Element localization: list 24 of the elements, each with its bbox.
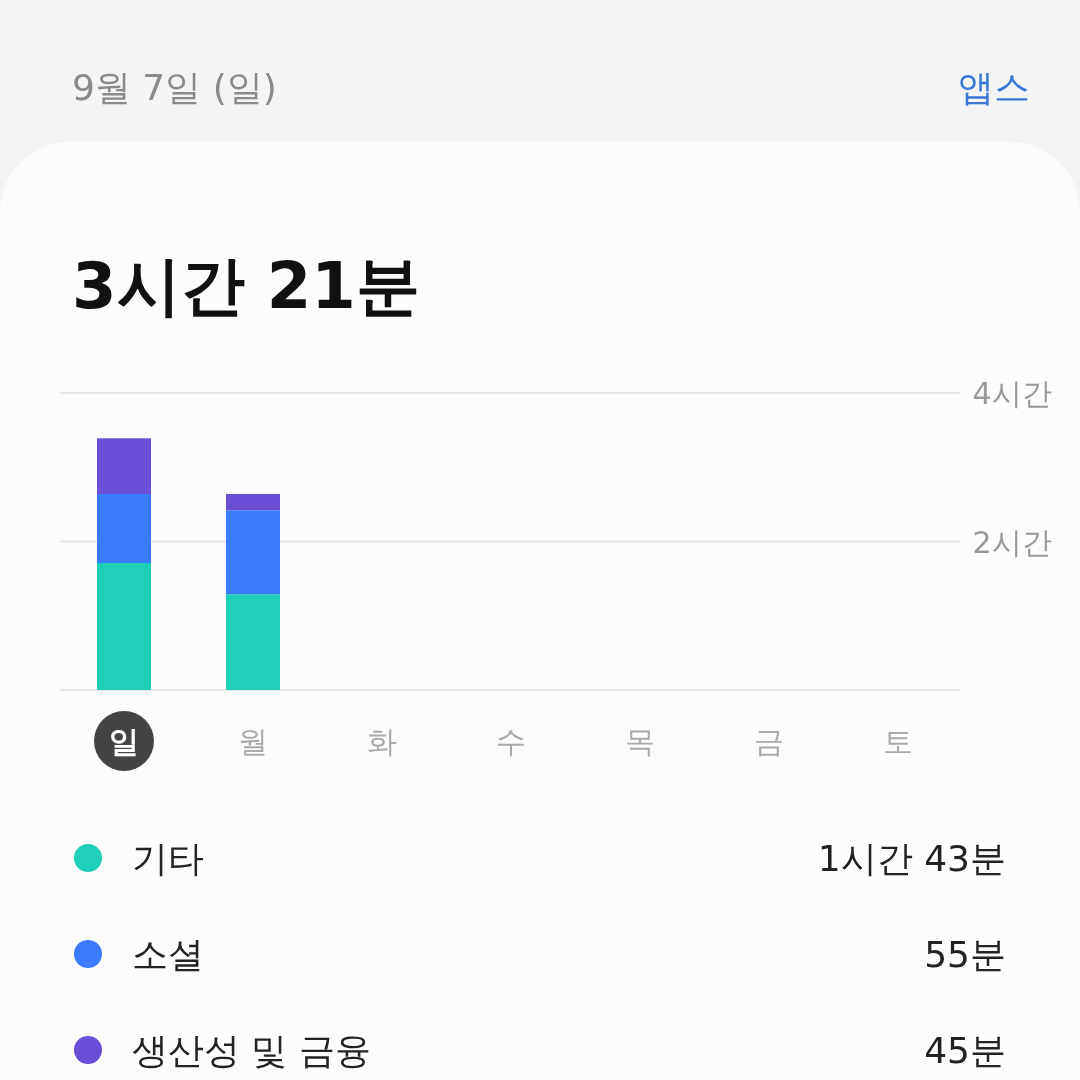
legend-label: 소셜 [132,934,204,975]
x-tick-label: 월 [238,724,268,759]
bar [226,510,280,595]
legend-label: 생산성 및 금융 [132,1030,371,1071]
y-tick-label: 2시간 [972,524,1052,560]
text: 55분 [924,934,1006,975]
bar [226,594,280,690]
bar [97,438,151,494]
x-tick-label: 수 [496,724,526,759]
x-tick-label: 목 [625,724,655,759]
bar [226,493,280,511]
bar [97,563,151,690]
y-tick-label: 4시간 [972,376,1052,411]
x-tick-label: 토 [883,724,913,759]
chart-title: 3시간 21분 [72,249,420,323]
text: 1시간 43분 [817,838,1006,879]
chart-subtitle: 9월 7일 (일) [72,67,277,108]
x-tick-label: 화 [367,724,397,759]
bar [97,493,151,564]
x-tick-label: 일 [109,724,139,759]
text: 앱스 [958,67,1030,108]
legend-label: 기타 [132,838,204,879]
x-tick-label: 금 [754,724,784,759]
text: 45분 [924,1030,1006,1071]
